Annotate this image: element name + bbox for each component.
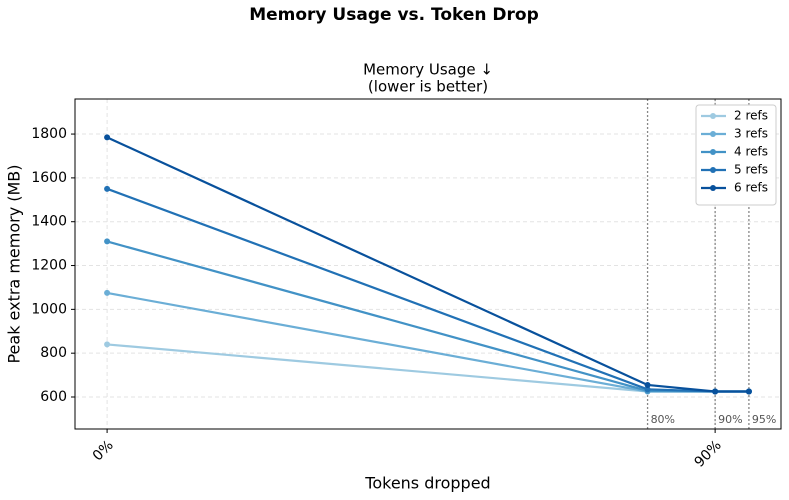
legend-marker: [710, 185, 716, 191]
y-tick-label: 1200: [31, 258, 67, 274]
legend-label: 6 refs: [734, 181, 768, 195]
chart-title: Memory Usage vs. Token Drop: [249, 5, 539, 25]
reference-label: 95%: [752, 413, 776, 426]
marker: [104, 134, 111, 141]
line: [106, 136, 749, 393]
marker: [745, 388, 752, 395]
subtitle: (lower is better): [368, 78, 488, 96]
y-tick-label: 1800: [31, 126, 67, 142]
legend-box: [695, 104, 777, 206]
marker: [104, 289, 111, 296]
x-tick-label: 0%: [90, 437, 117, 464]
reference-label: 90%: [718, 413, 742, 426]
subtitle: Memory Usage ↓: [363, 61, 493, 79]
marker: [644, 381, 651, 388]
legend-marker: [710, 131, 716, 137]
y-tick-label: 1600: [31, 170, 67, 186]
line: [106, 240, 749, 393]
marker: [644, 386, 651, 393]
legend-marker: [710, 149, 716, 155]
x-tick-label: 90%: [691, 437, 724, 470]
legend-marker: [710, 113, 716, 119]
marker: [712, 388, 719, 395]
legend-label: 4 refs: [734, 145, 768, 159]
line: [106, 187, 749, 393]
marker: [104, 185, 111, 192]
legend-label: 2 refs: [734, 109, 768, 123]
plot-frame: [74, 98, 782, 430]
reference-label: 80%: [651, 413, 675, 426]
marker: [104, 238, 111, 245]
y-tick-label: 600: [40, 389, 67, 405]
legend-marker: [710, 167, 716, 173]
y-tick-label: 1400: [31, 214, 67, 230]
legend-label: 3 refs: [734, 127, 768, 141]
y-tick-label: 800: [40, 345, 67, 361]
y-tick-label: 1000: [31, 301, 67, 317]
marker: [104, 341, 111, 348]
x-axis-label: Tokens dropped: [364, 474, 490, 493]
legend-label: 5 refs: [734, 163, 768, 177]
y-axis-label: Peak extra memory (MB): [5, 164, 24, 363]
legend: 2 refs 3 refs 4 refs 5 refs 6 refs: [695, 104, 777, 206]
